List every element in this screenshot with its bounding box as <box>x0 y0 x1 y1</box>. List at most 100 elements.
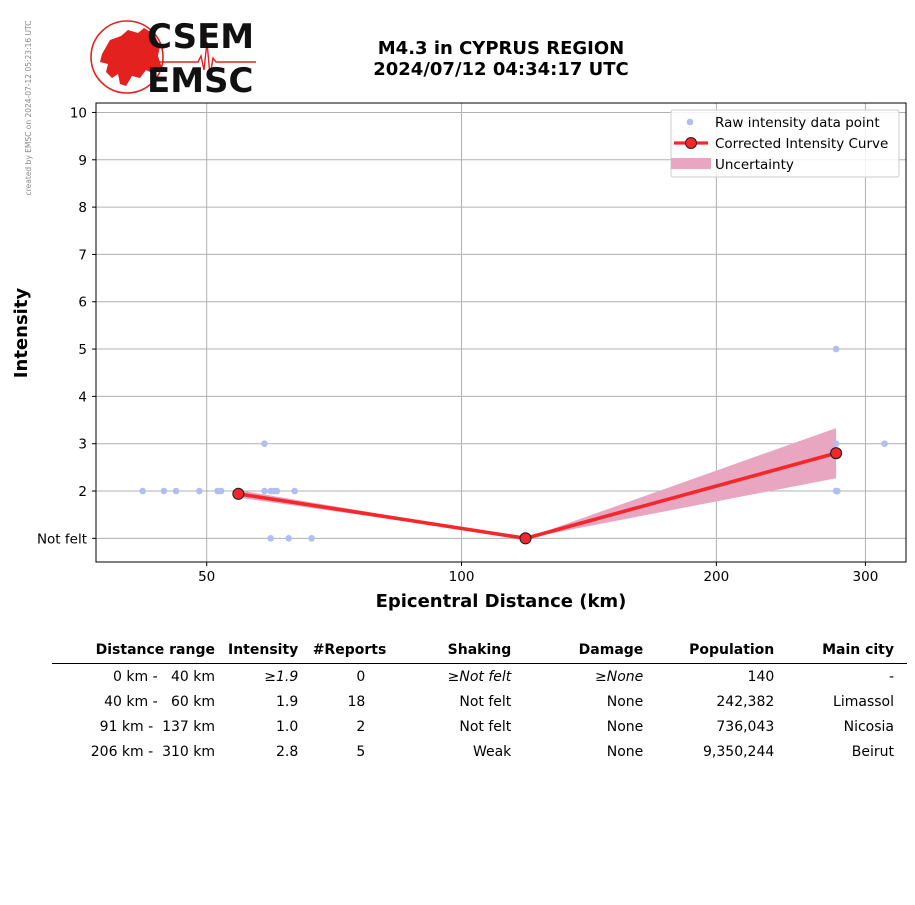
table-header-row: Distance range Intensity #Reports Shakin… <box>52 640 907 664</box>
cell-range: 40 km - 60 km <box>104 693 215 710</box>
raw-data-point <box>267 535 274 542</box>
x-tick-label: 100 <box>449 569 475 585</box>
col-distance-range: Distance range <box>95 642 215 658</box>
y-tick-label: 9 <box>78 153 87 169</box>
raw-data-point <box>291 487 298 495</box>
cell-intensity: 1.0 <box>276 718 299 735</box>
legend-uncertainty-swatch <box>671 158 711 169</box>
col-intensity: Intensity <box>228 642 299 658</box>
intensity-summary-table: Distance range Intensity #Reports Shakin… <box>52 640 907 764</box>
table-row: 91 km - 137 km 1.0 2 Not felt None 736,0… <box>52 714 907 739</box>
cell-reports: 2 <box>356 718 366 735</box>
cell-intensity: 2.8 <box>276 743 299 760</box>
y-tick-label: 4 <box>78 389 87 405</box>
cell-damage: None <box>606 718 644 735</box>
cell-population: 9,350,244 <box>703 743 775 760</box>
table-row: 0 km - 40 km ≥1.9 0 ≥Not felt ≥None 140 … <box>52 664 907 690</box>
cell-shaking: Not felt <box>459 693 512 710</box>
col-damage: Damage <box>578 642 644 658</box>
table-row: 40 km - 60 km 1.9 18 Not felt None 242,3… <box>52 689 907 714</box>
cell-range: 0 km - 40 km <box>113 668 215 685</box>
raw-data-point <box>285 535 293 542</box>
col-shaking: Shaking <box>447 642 512 658</box>
y-tick-label: 8 <box>78 200 87 216</box>
emsc-logo: CSEM EMSC <box>90 17 256 100</box>
raw-data-point <box>832 345 840 353</box>
logo-globe-icon <box>90 20 164 94</box>
y-tick-label: 2 <box>78 484 87 500</box>
intensity-curve-marker <box>830 447 843 460</box>
cell-shaking: ≥Not felt <box>447 668 512 685</box>
y-tick-label: Not felt <box>37 531 87 547</box>
axis-ticks: Not felt 2 3 4 5 6 7 8 9 10 50 100 200 300 <box>37 105 878 585</box>
y-axis-label: Intensity <box>11 288 32 379</box>
intensity-chart: Not felt 2 3 4 5 6 7 8 9 10 50 100 200 300 Epicentral… <box>11 102 907 612</box>
x-axis-label: Epicentral Distance (km) <box>376 591 627 612</box>
y-tick-label: 5 <box>78 342 87 358</box>
uncertainty-band <box>238 428 837 539</box>
cell-city: Nicosia <box>843 718 894 735</box>
raw-data-point <box>273 487 281 495</box>
cell-population: 736,043 <box>716 718 775 735</box>
creation-stamp-text: created by EMSC on 2024-07-12 05:23:16 U… <box>24 21 33 196</box>
raw-data-point <box>172 487 180 495</box>
raw-data-point <box>881 440 888 448</box>
cell-damage: None <box>606 743 644 760</box>
raw-data-point <box>160 487 168 495</box>
cell-intensity: ≥1.9 <box>264 668 299 685</box>
intensity-curve-marker <box>519 532 532 545</box>
raw-data-point <box>834 487 841 495</box>
y-tick-label: 6 <box>78 295 87 311</box>
logo-seismogram-icon <box>146 41 256 77</box>
raw-data-point <box>261 487 268 495</box>
cell-range: 206 km - 310 km <box>90 743 215 760</box>
raw-data-point <box>217 487 225 495</box>
table-row: 206 km - 310 km 2.8 5 Weak None 9,350,24… <box>52 739 907 764</box>
col-population: Population <box>689 642 775 658</box>
intensity-curve-marker <box>232 487 245 500</box>
cell-intensity: 1.9 <box>276 693 299 710</box>
logo-map-icon <box>100 28 162 86</box>
cell-damage: None <box>606 693 644 710</box>
grid-lines <box>96 103 906 562</box>
raw-data-point <box>832 440 840 448</box>
cell-reports: 5 <box>356 743 366 760</box>
col-reports: #Reports <box>312 642 387 658</box>
legend-raw-marker <box>686 118 694 126</box>
y-tick-label: 3 <box>78 437 87 453</box>
raw-data-point <box>261 440 268 448</box>
x-tick-label: 300 <box>853 569 879 585</box>
cell-reports: 0 <box>356 668 366 685</box>
logo-text-emsc: EMSC <box>147 61 254 100</box>
cell-reports: 18 <box>347 693 366 710</box>
cell-population: 140 <box>747 668 775 685</box>
legend-curve-marker <box>685 137 697 149</box>
cell-city: Limassol <box>833 693 894 710</box>
cell-damage: ≥None <box>595 668 644 685</box>
x-tick-label: 50 <box>198 569 215 585</box>
legend: Raw intensity data point Corrected Inten… <box>670 109 900 178</box>
legend-box <box>670 109 900 178</box>
cell-shaking: Not felt <box>459 718 512 735</box>
plot-frame <box>95 102 907 563</box>
raw-data-point <box>195 487 203 495</box>
cell-range: 91 km - 137 km <box>99 718 215 735</box>
raw-data-point <box>308 535 315 542</box>
cell-population: 242,382 <box>716 693 775 710</box>
creation-stamp: created by EMSC on 2024-07-12 05:23:16 U… <box>24 21 33 196</box>
cell-city: Beirut <box>851 743 894 760</box>
intensity-curve-group <box>232 447 843 545</box>
cell-city: - <box>888 668 894 685</box>
legend-raw-label: Raw intensity data point <box>715 115 880 131</box>
chart-title-time: 2024/07/12 04:34:17 UTC <box>373 59 629 80</box>
raw-data-point <box>139 487 146 495</box>
legend-curve-label: Corrected Intensity Curve <box>715 136 888 152</box>
y-tick-label: 10 <box>70 105 87 121</box>
uncertainty-band-group <box>238 428 837 539</box>
logo-text-csem: CSEM <box>147 17 254 57</box>
y-tick-label: 7 <box>78 247 87 263</box>
x-tick-label: 200 <box>703 569 729 585</box>
raw-points-group <box>139 345 888 542</box>
legend-uncertainty-label: Uncertainty <box>715 157 794 173</box>
cell-shaking: Weak <box>472 743 512 760</box>
